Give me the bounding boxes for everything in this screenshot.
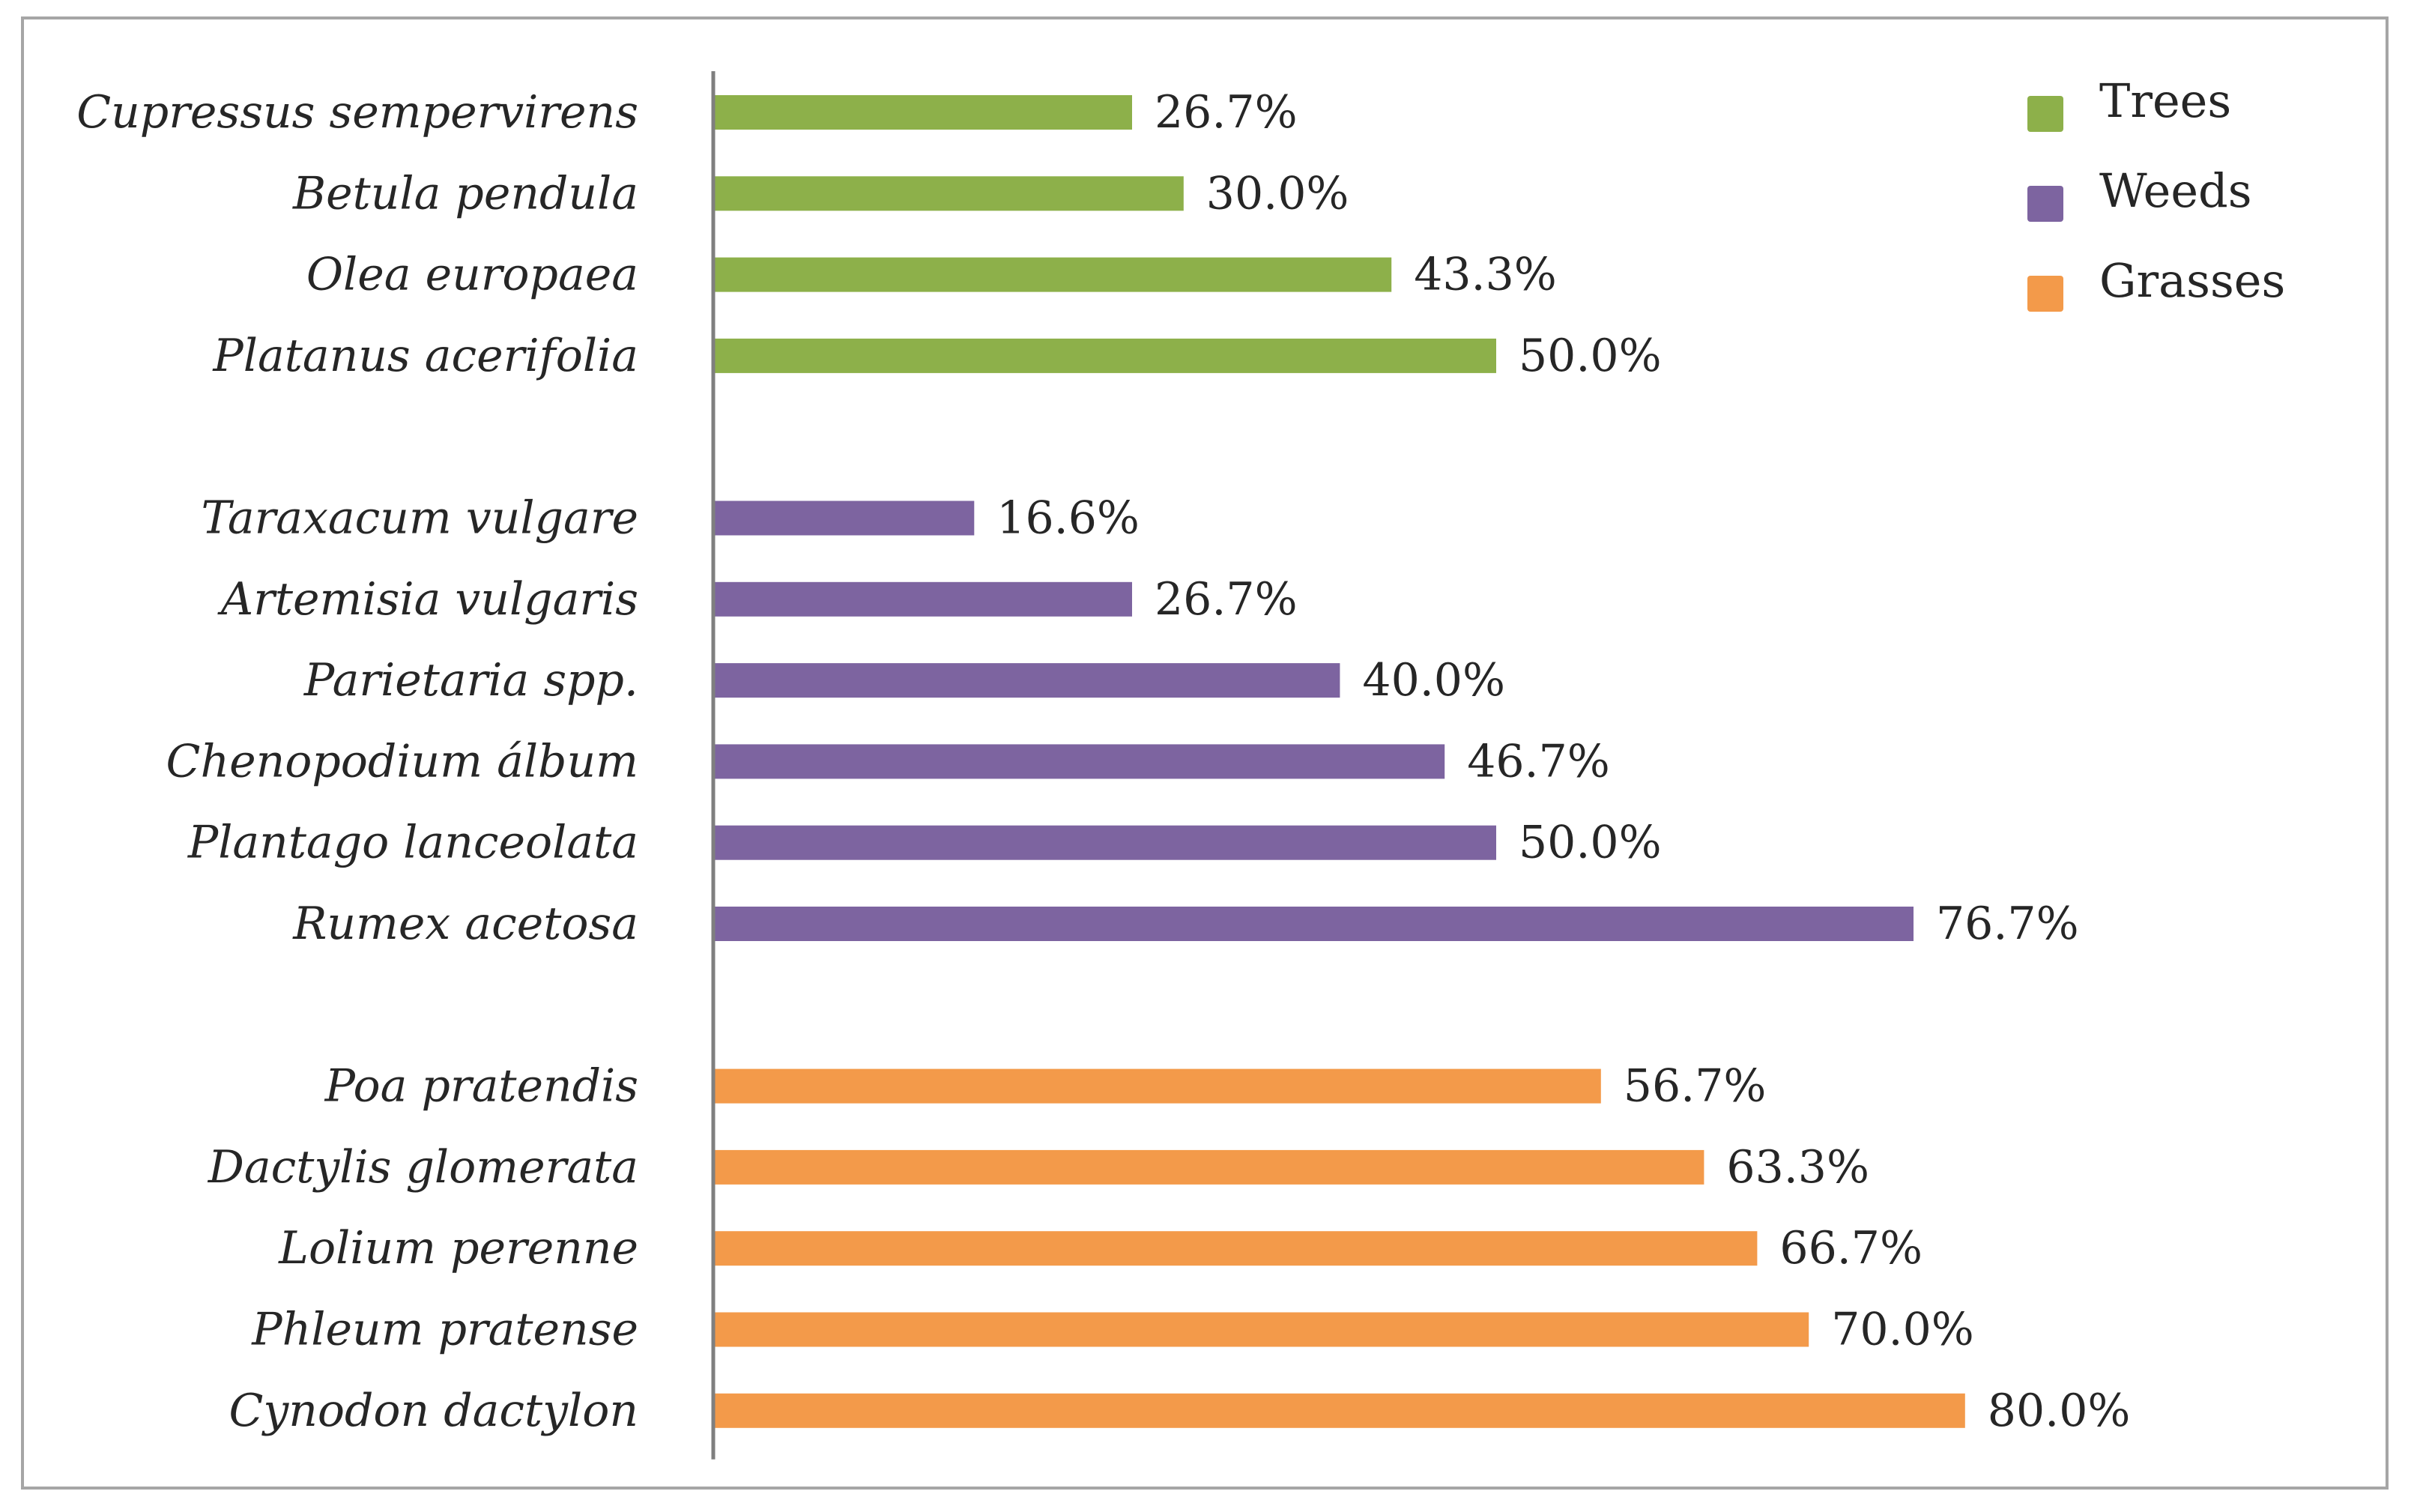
bar-rumex-acetosa bbox=[715, 907, 1914, 941]
bar-plantago-lanceolata bbox=[715, 825, 1496, 860]
bar-betula-pendula bbox=[715, 176, 1184, 211]
category-label-taraxacum-vulgare: Taraxacum vulgare bbox=[201, 492, 638, 545]
value-label-taraxacum-vulgare: 16.6% bbox=[996, 492, 1140, 545]
bar-artemisia-vulgaris bbox=[715, 581, 1132, 617]
legend-label-grasses: Grasses bbox=[2099, 253, 2285, 308]
bar-chenopodium-album bbox=[715, 744, 1445, 779]
legend-swatch-weeds bbox=[2027, 186, 2063, 222]
value-label-chenopodium-album: 46.7% bbox=[1467, 735, 1610, 787]
category-label-betula-pendula: Betula pendula bbox=[292, 167, 638, 220]
bar-parietaria-spp bbox=[715, 663, 1340, 698]
category-label-plantago-lanceolata: Plantago lanceolata bbox=[187, 817, 638, 869]
legend-label-weeds: Weeds bbox=[2099, 163, 2252, 218]
value-label-artemisia-vulgaris: 26.7% bbox=[1155, 573, 1298, 626]
bar-taraxacum-vulgare bbox=[715, 501, 975, 536]
value-label-cupressus-sempervirens: 26.7% bbox=[1155, 86, 1298, 139]
category-label-platanus-acerifolia: Platanus acerifolia bbox=[212, 330, 638, 382]
category-label-poa-pratendis: Poa pratendis bbox=[324, 1060, 638, 1113]
value-label-cynodon-dactylon: 80.0% bbox=[1988, 1385, 2131, 1437]
bar-cynodon-dactylon bbox=[715, 1393, 1965, 1428]
value-label-poa-pratendis: 56.7% bbox=[1624, 1060, 1767, 1113]
category-label-artemisia-vulgaris: Artemisia vulgaris bbox=[217, 573, 638, 626]
category-label-phleum-pratense: Phleum pratense bbox=[251, 1304, 638, 1356]
value-label-lolium-perenne: 66.7% bbox=[1779, 1222, 1923, 1274]
category-label-cynodon-dactylon: Cynodon dactylon bbox=[229, 1385, 638, 1437]
bar-lolium-perenne bbox=[715, 1231, 1758, 1266]
bar-cupressus-sempervirens bbox=[715, 95, 1132, 130]
category-label-rumex-acetosa: Rumex acetosa bbox=[292, 898, 638, 950]
bar-phleum-pratense bbox=[715, 1312, 1809, 1347]
value-label-olea-europaea: 43.3% bbox=[1414, 249, 1557, 301]
category-label-parietaria-spp: Parietaria spp. bbox=[303, 654, 638, 707]
bar-poa-pratendis bbox=[715, 1068, 1601, 1104]
category-label-dactylis-glomerata: Dactylis glomerata bbox=[208, 1141, 638, 1194]
category-label-olea-europaea: Olea europaea bbox=[306, 249, 638, 301]
legend-swatch-grasses bbox=[2027, 276, 2063, 312]
value-label-rumex-acetosa: 76.7% bbox=[1936, 898, 2079, 950]
value-label-plantago-lanceolata: 50.0% bbox=[1519, 817, 1662, 869]
value-label-parietaria-spp: 40.0% bbox=[1362, 654, 1505, 707]
legend-swatch-trees bbox=[2027, 96, 2063, 132]
value-label-platanus-acerifolia: 50.0% bbox=[1519, 330, 1662, 382]
value-label-dactylis-glomerata: 63.3% bbox=[1726, 1141, 1869, 1194]
legend-label-trees: Trees bbox=[2099, 73, 2231, 128]
category-label-lolium-perenne: Lolium perenne bbox=[278, 1222, 638, 1274]
value-label-phleum-pratense: 70.0% bbox=[1831, 1304, 1974, 1356]
bar-platanus-acerifolia bbox=[715, 338, 1496, 373]
category-label-cupressus-sempervirens: Cupressus sempervirens bbox=[76, 86, 638, 139]
bar-dactylis-glomerata bbox=[715, 1149, 1704, 1185]
bar-olea-europaea bbox=[715, 257, 1392, 292]
value-label-betula-pendula: 30.0% bbox=[1206, 167, 1349, 220]
category-label-chenopodium-album: Chenopodium álbum bbox=[166, 735, 638, 787]
